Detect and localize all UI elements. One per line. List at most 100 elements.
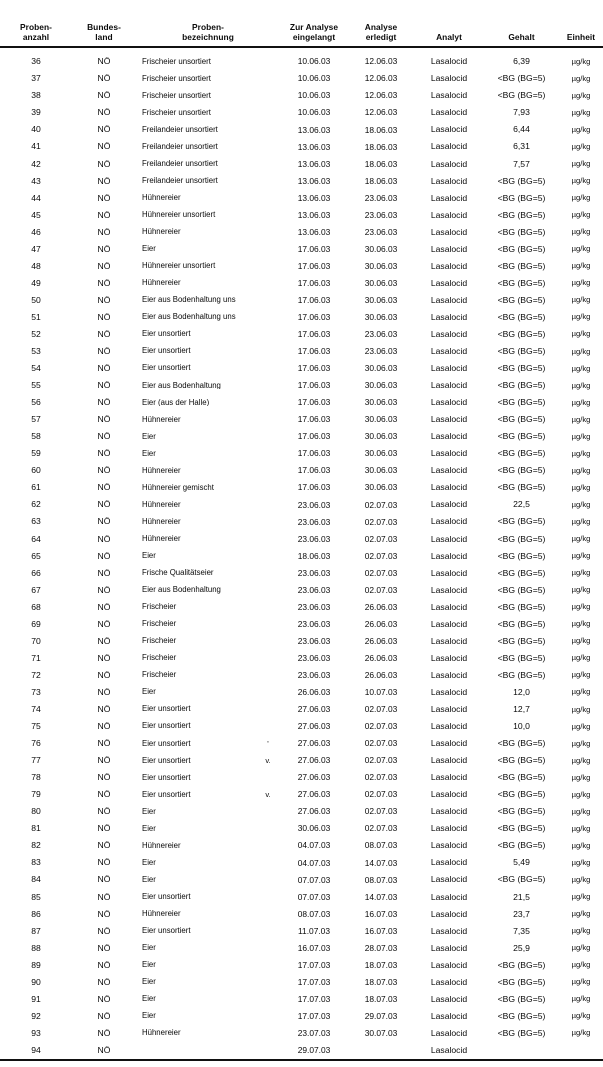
cell-analyse-erledigt: 02.07.03 xyxy=(364,567,398,578)
cell-probenbezeichnung: Eier aus Bodenhaltung uns xyxy=(136,292,256,309)
cell-bundesland: NÖ xyxy=(97,533,111,544)
table-row: 82 NÖ Hühnereier 04.07.03 08.07.03 Lasalocid <… xyxy=(0,837,603,854)
cell-analyt: Lasalocid xyxy=(430,311,468,322)
cell-einheit: µg/kg xyxy=(571,772,591,782)
cell-annotation-mark xyxy=(256,718,280,735)
table-row: 87 NÖ Eier unsortiert 11.07.03 16.07.03 Lasal… xyxy=(0,922,603,939)
cell-analyt: Lasalocid xyxy=(430,56,468,67)
cell-analyse-erledigt: 02.07.03 xyxy=(364,533,398,544)
cell-probenbezeichnung: Hühnereier xyxy=(136,223,256,240)
cell-probenanzahl: 41 xyxy=(31,141,41,152)
cell-gehalt: 10,0 xyxy=(513,721,530,732)
cell-annotation-mark xyxy=(256,258,280,275)
cell-analyse-erledigt: 02.07.03 xyxy=(364,772,398,783)
cell-analyt: Lasalocid xyxy=(430,243,468,254)
cell-zur-analyse-eingelangt: 23.06.03 xyxy=(297,670,331,680)
cell-bundesland: NÖ xyxy=(97,721,111,732)
cell-einheit: µg/kg xyxy=(571,465,591,475)
cell-bundesland: NÖ xyxy=(97,414,111,425)
cell-analyt: Lasalocid xyxy=(430,891,468,902)
cell-einheit: µg/kg xyxy=(571,141,591,151)
cell-probenbezeichnung: Hühnereier xyxy=(136,1025,256,1042)
cell-zur-analyse-eingelangt: 27.06.03 xyxy=(297,789,331,800)
cell-annotation-mark xyxy=(256,871,280,888)
table-row: 54 NÖ Eier unsortiert 17.06.03 30.06.03 Lasal… xyxy=(0,360,603,377)
cell-einheit: µg/kg xyxy=(571,107,591,117)
table-row: 37 NÖ Frischeier unsortiert 10.06.03 12.06.0… xyxy=(0,70,603,87)
cell-probenbezeichnung-text: Eier xyxy=(142,245,156,253)
cell-probenbezeichnung: Hühnereier xyxy=(136,189,256,206)
cell-bundesland: NÖ xyxy=(97,584,111,595)
cell-probenbezeichnung: Hühnereier xyxy=(136,513,256,530)
cell-probenbezeichnung-text: Eier unsortiert xyxy=(142,739,191,748)
cell-probenbezeichnung-text: Hühnereier xyxy=(142,415,181,424)
cell-annotation-mark xyxy=(256,479,280,496)
cell-einheit: µg/kg xyxy=(571,755,591,765)
table-row: 88 NÖ Eier 16.07.03 28.07.03 Lasalocid 25,9 µg/… xyxy=(0,939,603,956)
cell-zur-analyse-eingelangt: 17.06.03 xyxy=(297,397,331,408)
cell-gehalt: <BG (BG=5) xyxy=(497,226,546,237)
cell-bundesland: NÖ xyxy=(97,482,111,493)
cell-einheit: µg/kg xyxy=(571,670,591,680)
cell-bundesland: NÖ xyxy=(97,311,111,322)
cell-probenanzahl: 46 xyxy=(31,226,41,237)
table-row: 42 NÖ Freilandeier unsortiert 13.06.03 18.06… xyxy=(0,155,603,172)
cell-probenanzahl: 72 xyxy=(31,669,41,680)
table-row: 90 NÖ Eier 17.07.03 18.07.03 Lasalocid <BG (BG… xyxy=(0,974,603,991)
cell-bundesland: NÖ xyxy=(97,192,111,203)
cell-probenbezeichnung-text: Eier unsortiert xyxy=(142,773,191,782)
cell-annotation-mark xyxy=(256,820,280,837)
cell-analyt: Lasalocid xyxy=(430,772,468,783)
cell-analyt: Lasalocid xyxy=(430,704,468,714)
cell-einheit: µg/kg xyxy=(571,159,591,168)
cell-bundesland: NÖ xyxy=(97,891,111,902)
table-row: 36 NÖ Frischeier unsortiert 10.06.03 12.06.0… xyxy=(0,53,603,70)
cell-probenanzahl: 78 xyxy=(31,772,41,783)
table-row: 64 NÖ Hühnereier 23.06.03 02.07.03 Lasalocid <… xyxy=(0,530,603,547)
cell-zur-analyse-eingelangt: 17.06.03 xyxy=(297,431,331,442)
cell-analyse-erledigt xyxy=(348,1042,414,1060)
cell-probenanzahl: 74 xyxy=(31,704,41,714)
cell-analyse-erledigt: 30.06.03 xyxy=(364,277,398,288)
cell-zur-analyse-eingelangt: 27.06.03 xyxy=(297,772,331,783)
cell-annotation-mark xyxy=(256,326,280,343)
cell-einheit: µg/kg xyxy=(571,943,591,953)
cell-bundesland: NÖ xyxy=(97,908,111,919)
column-header-analyse-erledigt-line1: Analyse xyxy=(364,21,398,32)
cell-probenbezeichnung: Hühnereier xyxy=(136,530,256,547)
cell-analyse-erledigt: 30.07.03 xyxy=(364,1027,398,1038)
cell-einheit: µg/kg xyxy=(571,329,591,339)
cell-annotation-mark xyxy=(256,292,280,309)
cell-probenbezeichnung: Freilandeier unsortiert xyxy=(136,138,256,155)
cell-annotation-mark xyxy=(256,956,280,973)
cell-bundesland: NÖ xyxy=(97,124,111,135)
cell-bundesland: NÖ xyxy=(97,294,111,305)
column-header-probenanzahl-line1: Proben- xyxy=(20,21,52,32)
cell-annotation-mark xyxy=(256,991,280,1008)
cell-analyt: Lasalocid xyxy=(430,652,468,663)
cell-probenbezeichnung-text: Eier xyxy=(142,944,156,952)
cell-bundesland: NÖ xyxy=(97,226,111,237)
cell-probenbezeichnung: Hühnereier unsortiert xyxy=(136,258,256,275)
cell-probenbezeichnung: Hühnereier xyxy=(136,275,256,292)
cell-analyt: Lasalocid xyxy=(430,959,468,970)
cell-bundesland: NÖ xyxy=(97,686,111,697)
cell-gehalt: <BG (BG=5) xyxy=(497,874,546,885)
cell-probenbezeichnung: Hühnereier xyxy=(136,905,256,922)
cell-analyse-erledigt: 30.06.03 xyxy=(364,448,398,459)
table-row: 74 NÖ Eier unsortiert 27.06.03 02.07.03 Lasal… xyxy=(0,701,603,718)
cell-probenanzahl: 76 xyxy=(31,738,41,749)
cell-gehalt: <BG (BG=5) xyxy=(497,772,546,783)
cell-probenbezeichnung-text: Eier xyxy=(142,1012,156,1021)
table-row: 41 NÖ Freilandeier unsortiert 13.06.03 18.06… xyxy=(0,138,603,155)
cell-analyt: Lasalocid xyxy=(430,346,468,357)
cell-analyse-erledigt: 02.07.03 xyxy=(364,516,398,527)
cell-einheit: µg/kg xyxy=(571,176,591,186)
cell-annotation-mark: v. xyxy=(265,789,271,799)
cell-analyse-erledigt: 30.06.03 xyxy=(364,482,398,493)
column-header-einheit: Einheit xyxy=(566,31,596,42)
cell-zur-analyse-eingelangt: 17.06.03 xyxy=(297,448,331,459)
cell-probenbezeichnung-text: Eier unsortiert xyxy=(142,892,191,901)
table-row: 79 NÖ Eier unsortiert v. 27.06.03 02.07.03 Las… xyxy=(0,786,603,803)
cell-einheit: µg/kg xyxy=(571,448,591,458)
